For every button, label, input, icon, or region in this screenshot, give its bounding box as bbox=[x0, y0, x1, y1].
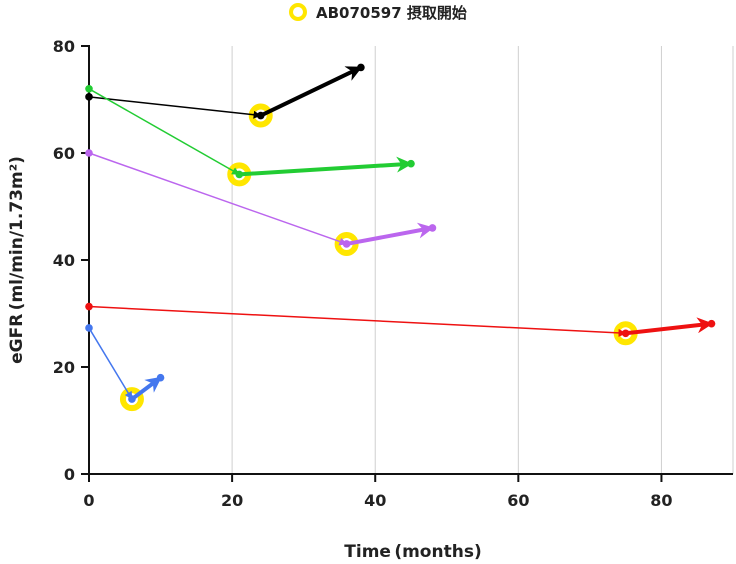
y-tick-label-60: 60 bbox=[53, 144, 75, 163]
grid bbox=[231, 46, 734, 474]
x-tick-label-60: 60 bbox=[507, 491, 529, 510]
data-point-black-0 bbox=[85, 93, 93, 101]
y-axis-title: eGFR (ml/min/1.73m²) bbox=[7, 156, 27, 364]
data-point-black-2 bbox=[357, 63, 365, 72]
series-line-post-blue bbox=[129, 375, 163, 402]
data-point-green-2 bbox=[407, 159, 415, 168]
legend: AB070597 摂取開始 bbox=[289, 3, 467, 22]
series-line-pre-red bbox=[88, 305, 627, 337]
y-tick-label-20: 20 bbox=[53, 358, 75, 377]
data-point-red-1 bbox=[621, 329, 630, 338]
series-line-post-purple bbox=[344, 222, 435, 246]
data-point-red-0 bbox=[85, 302, 93, 311]
series-line-pre-blue bbox=[88, 327, 133, 400]
x-tick-label-20: 20 bbox=[221, 491, 243, 510]
series-line-pre-green bbox=[88, 88, 240, 176]
data-point-purple-1 bbox=[342, 240, 351, 248]
data-point-red-2 bbox=[707, 319, 716, 328]
y-tick-label-0: 0 bbox=[64, 465, 75, 484]
axes bbox=[81, 45, 733, 482]
legend-label: AB070597 摂取開始 bbox=[316, 4, 467, 22]
data-point-blue-0 bbox=[85, 324, 93, 332]
data-point-blue-2 bbox=[156, 373, 165, 382]
series-line-pre-black bbox=[88, 96, 262, 119]
x-tick-label-80: 80 bbox=[650, 491, 672, 510]
series-line-pre-purple bbox=[88, 152, 348, 246]
x-axis-title: Time (months) bbox=[344, 542, 481, 562]
y-tick-label-80: 80 bbox=[53, 37, 75, 56]
tick-labels: 0 20 40 60 80 0 20 40 60 80 bbox=[53, 37, 673, 510]
data-point-purple-0 bbox=[85, 149, 93, 157]
intake-start-ring-black bbox=[248, 103, 273, 128]
series-lines bbox=[85, 63, 716, 403]
intake-start-ring-blue bbox=[119, 387, 144, 412]
legend-marker bbox=[289, 3, 307, 21]
data-point-black-1 bbox=[256, 111, 265, 120]
series-line-post-black bbox=[258, 65, 363, 118]
data-point-green-1 bbox=[235, 170, 244, 179]
x-tick-label-0: 0 bbox=[83, 491, 94, 510]
data-point-blue-1 bbox=[128, 395, 136, 403]
data-point-green-0 bbox=[85, 85, 93, 93]
y-tick-label-40: 40 bbox=[53, 251, 75, 270]
series-line-post-red bbox=[623, 317, 714, 336]
x-tick-label-40: 40 bbox=[364, 491, 386, 510]
data-point-purple-2 bbox=[428, 224, 437, 232]
series-line-post-green bbox=[237, 156, 413, 177]
